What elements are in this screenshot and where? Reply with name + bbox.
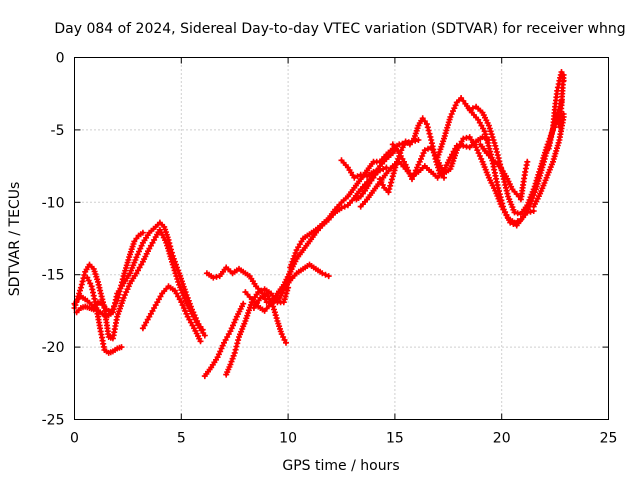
series-s6: [201, 300, 247, 380]
y-tick-label: -5: [51, 123, 65, 139]
series-line: [468, 105, 566, 216]
series-s23: [530, 113, 567, 210]
series-s22: [517, 158, 531, 203]
x-tick-label: 15: [386, 431, 404, 447]
x-tick-label: 0: [70, 431, 79, 447]
series-plus-markers: [84, 274, 125, 356]
series-s18: [411, 115, 447, 181]
y-tick-label: -25: [42, 413, 65, 429]
series-plus-markers: [556, 71, 567, 130]
axis-ticks: 0 5 10 15 20 25 0 -5 -10 -15 -20 -25: [42, 51, 618, 447]
y-axis-label: SDTVAR / TECUs: [7, 182, 23, 297]
y-tick-label: 0: [56, 51, 65, 67]
series-s5: [139, 283, 204, 345]
series-s25: [556, 71, 567, 130]
series-plus-markers: [201, 300, 247, 380]
series-s2: [71, 226, 208, 342]
y-tick-label: -15: [42, 268, 65, 284]
series-s14: [353, 147, 398, 203]
series-s10: [250, 290, 289, 346]
series-plus-markers: [477, 141, 522, 200]
series-plus-markers: [530, 113, 567, 210]
x-tick-label: 25: [600, 431, 618, 447]
y-tick-label: -10: [42, 195, 65, 211]
series-s3: [73, 229, 146, 316]
series-plus-markers: [376, 138, 413, 196]
series-plus-markers: [517, 158, 531, 203]
x-tick-label: 10: [279, 431, 297, 447]
series-plus-markers: [411, 115, 447, 181]
chart-title: Day 084 of 2024, Sidereal Day-to-day VTE…: [54, 21, 625, 37]
series-s21: [477, 141, 522, 200]
series-plus-markers: [139, 283, 204, 345]
series-s8: [223, 284, 292, 378]
plot-frame: [74, 57, 609, 420]
series-plus-markers: [250, 290, 289, 346]
x-axis-label: GPS time / hours: [282, 458, 399, 474]
series-s4: [84, 274, 125, 356]
x-tick-label: 20: [493, 431, 511, 447]
series-s24: [545, 69, 567, 152]
y-tick-label: -20: [42, 340, 65, 356]
series-plus-markers: [545, 69, 567, 152]
series-s16: [376, 138, 413, 196]
grid: [74, 57, 609, 420]
series-plus-markers: [280, 261, 332, 293]
data-series: [71, 69, 567, 380]
series-plus-markers: [353, 147, 398, 203]
series-s11: [280, 261, 332, 293]
x-tick-label: 5: [177, 431, 186, 447]
